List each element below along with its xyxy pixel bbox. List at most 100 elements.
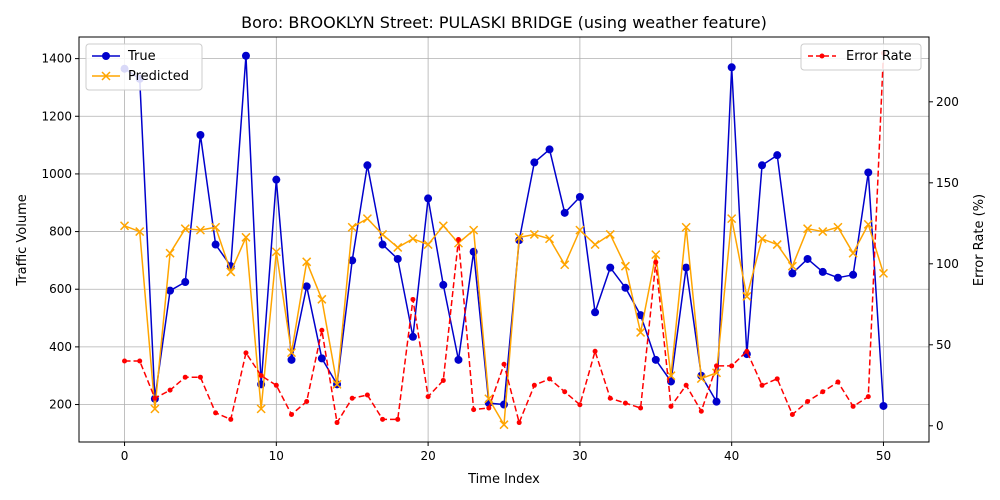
- data-point-true: [621, 283, 630, 292]
- y-tick-label: 600: [49, 282, 72, 296]
- data-point-error-rate: [714, 363, 719, 369]
- data-point-predicted: [241, 232, 251, 242]
- data-point-true: [712, 397, 721, 406]
- data-point-true: [287, 355, 296, 364]
- data-point-predicted: [302, 257, 312, 267]
- data-point-error-rate: [698, 408, 704, 414]
- data-point-predicted: [180, 224, 190, 234]
- data-point-predicted: [165, 248, 175, 258]
- legend-true-marker: [102, 52, 110, 60]
- data-point-predicted: [742, 291, 752, 301]
- legend-predicted-marker: [101, 71, 111, 81]
- y-axis-label: Traffic Volume: [15, 194, 30, 287]
- data-point-true: [591, 308, 600, 317]
- data-point-predicted: [711, 368, 722, 378]
- data-point-error-rate: [562, 389, 568, 395]
- x-axis-label: Time Index: [467, 472, 540, 487]
- data-point-predicted: [484, 394, 494, 404]
- data-point-error-rate: [152, 395, 158, 401]
- data-point-predicted: [438, 221, 448, 231]
- data-point-predicted: [211, 222, 221, 232]
- data-point-true: [166, 286, 175, 295]
- data-point-true: [317, 354, 326, 363]
- data-point-predicted: [226, 267, 236, 277]
- data-point-true: [181, 278, 190, 287]
- data-point-error-rate: [395, 416, 401, 422]
- data-point-predicted: [772, 240, 782, 250]
- legend-predicted-label: Predicted: [128, 69, 189, 84]
- data-point-error-rate: [289, 411, 294, 417]
- x-tick-label: 20: [420, 449, 435, 463]
- data-point-error-rate: [577, 402, 583, 408]
- data-point-predicted: [378, 229, 388, 239]
- y2-tick-label: 100: [936, 257, 959, 271]
- data-point-error-rate: [622, 400, 628, 406]
- data-point-error-rate: [865, 394, 871, 400]
- data-point-true: [560, 208, 569, 217]
- data-point-predicted: [590, 240, 600, 250]
- data-point-true: [636, 311, 645, 320]
- data-point-error-rate: [380, 416, 386, 422]
- data-point-predicted: [120, 221, 130, 231]
- data-point-error-rate: [531, 382, 537, 388]
- data-point-true: [758, 161, 767, 170]
- data-point-true: [272, 175, 281, 184]
- data-point-true: [302, 282, 311, 291]
- y2-tick-label: 150: [936, 176, 959, 190]
- data-point-true: [408, 332, 417, 341]
- legend-right: Error Rate: [800, 43, 922, 71]
- legend-error-marker: [819, 53, 825, 59]
- data-point-error-rate: [137, 358, 143, 364]
- data-point-predicted: [620, 261, 630, 271]
- data-point-predicted: [803, 224, 813, 234]
- data-point-error-rate: [197, 374, 203, 380]
- y2-tick-label: 0: [936, 419, 944, 433]
- data-point-predicted: [195, 225, 205, 235]
- data-point-predicted: [605, 229, 615, 239]
- data-point-predicted: [362, 214, 372, 224]
- data-point-error-rate: [683, 382, 689, 388]
- data-point-error-rate: [607, 395, 613, 401]
- data-point-predicted: [727, 214, 737, 224]
- data-point-true: [651, 355, 660, 364]
- x-tick-label: 0: [121, 449, 129, 463]
- data-point-true: [803, 254, 812, 263]
- data-point-true: [454, 355, 463, 364]
- data-point-predicted: [408, 234, 418, 244]
- plot-series: [120, 50, 888, 430]
- legend-true-label: True: [127, 49, 156, 64]
- data-point-predicted: [863, 219, 873, 229]
- x-tick-label: 30: [572, 449, 587, 463]
- data-point-error-rate: [516, 420, 522, 426]
- data-point-true: [348, 256, 357, 265]
- data-point-true: [241, 51, 250, 60]
- legend-right-box: [800, 43, 922, 71]
- data-point-error-rate: [653, 259, 659, 265]
- data-point-error-rate: [167, 387, 173, 393]
- chart-title: Boro: BROOKLYN Street: PULASKI BRIDGE (u…: [241, 13, 767, 32]
- data-point-predicted: [499, 420, 509, 430]
- x-tick-label: 40: [724, 449, 739, 463]
- data-point-true: [773, 151, 782, 160]
- data-point-error-rate: [592, 348, 598, 354]
- data-point-error-rate: [410, 296, 416, 302]
- data-point-error-rate: [501, 361, 507, 367]
- data-point-error-rate: [122, 358, 128, 364]
- data-point-predicted: [286, 348, 297, 358]
- data-point-predicted: [514, 232, 524, 242]
- data-point-true: [833, 273, 842, 282]
- data-point-error-rate: [213, 410, 219, 416]
- data-point-predicted: [848, 248, 858, 258]
- data-point-true: [849, 270, 858, 279]
- data-point-error-rate: [349, 395, 355, 401]
- data-point-true: [864, 168, 873, 177]
- data-point-predicted: [271, 247, 281, 257]
- data-point-error-rate: [759, 382, 765, 388]
- data-point-true: [211, 240, 220, 249]
- x-tick-label: 10: [269, 449, 284, 463]
- data-point-true: [378, 240, 387, 249]
- data-point-predicted: [393, 242, 403, 252]
- data-point-error-rate: [835, 379, 841, 385]
- data-point-error-rate: [319, 327, 325, 333]
